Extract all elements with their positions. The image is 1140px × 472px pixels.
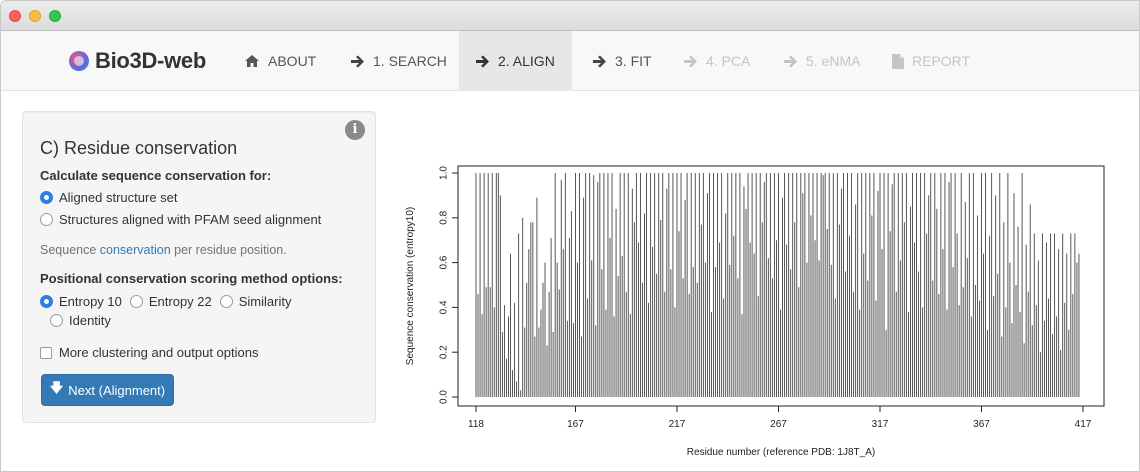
- method-option-entropy22[interactable]: Entropy 22: [129, 294, 212, 309]
- nav-enma: 5. eNMA: [767, 31, 876, 91]
- method-option-identity-label: Identity: [69, 313, 111, 328]
- conservation-plot: 118 167 217 267 317 367 417 0.0 0.2 0.4 0.6 0.8 1.0 R…: [396, 151, 1116, 461]
- more-options-checkbox[interactable]: [40, 346, 52, 359]
- y-tick-label: 0.8: [439, 210, 450, 224]
- more-options-label: More clustering and output options: [59, 345, 259, 360]
- info-icon[interactable]: i: [345, 120, 365, 140]
- nav-search[interactable]: 1. SEARCH: [334, 31, 463, 91]
- x-tick-label: 167: [567, 419, 584, 430]
- x-tick-label: 317: [872, 419, 889, 430]
- window-titlebar: [1, 1, 1139, 31]
- radio-unselected-icon[interactable]: [129, 295, 143, 308]
- brand[interactable]: Bio3D-web: [69, 31, 206, 91]
- more-options-checkbox-row[interactable]: More clustering and output options: [40, 345, 258, 360]
- x-tick-label: 118: [468, 419, 484, 430]
- help-text: Sequence conservation per residue positi…: [40, 243, 287, 257]
- nav-about-label: ABOUT: [268, 53, 317, 69]
- nav-fit[interactable]: 3. FIT: [576, 31, 668, 91]
- next-alignment-button-label: Next (Alignment): [68, 382, 166, 398]
- y-axis-label: Sequence conservation (entropy10): [405, 207, 416, 365]
- method-option-entropy22-label: Entropy 22: [148, 294, 212, 309]
- x-axis-label: Residue number (reference PDB: 1J8T_A): [687, 447, 875, 458]
- x-tick-label: 267: [770, 419, 787, 430]
- radio-unselected-icon[interactable]: [40, 213, 53, 226]
- nav-report-label: REPORT: [912, 53, 971, 69]
- method-label: Positional conservation scoring method o…: [40, 271, 343, 286]
- arrow-right-icon: [476, 55, 489, 67]
- plot-frame: [457, 165, 1105, 407]
- nav-pca: 4. PCA: [667, 31, 766, 91]
- help-text-prefix: Sequence: [40, 243, 100, 257]
- help-text-suffix: per residue position.: [170, 243, 287, 257]
- nav-align[interactable]: 2. ALIGN: [459, 31, 572, 91]
- radio-unselected-icon[interactable]: [50, 314, 63, 327]
- maximize-window-button[interactable]: [49, 10, 61, 22]
- nav-report: REPORT: [876, 31, 986, 91]
- y-tick-label: 0.4: [439, 300, 450, 314]
- home-icon: [245, 55, 259, 67]
- method-option-similarity[interactable]: Similarity: [219, 294, 292, 309]
- x-tick-label: 217: [669, 419, 686, 430]
- method-option-identity[interactable]: Identity: [50, 313, 111, 328]
- x-tick-label: 367: [973, 419, 990, 430]
- nav-pca-label: 4. PCA: [706, 53, 751, 69]
- nav-about[interactable]: ABOUT: [228, 31, 332, 91]
- radio-selected-icon[interactable]: [40, 191, 53, 204]
- calc-label: Calculate sequence conservation for:: [40, 168, 272, 183]
- bio3d-logo-icon: [69, 51, 89, 71]
- nav-enma-label: 5. eNMA: [806, 53, 861, 69]
- calc-option-aligned[interactable]: Aligned structure set: [40, 190, 178, 205]
- nav-fit-label: 3. FIT: [615, 53, 652, 69]
- minimize-window-button[interactable]: [29, 10, 41, 22]
- method-option-similarity-label: Similarity: [238, 294, 292, 309]
- nav-align-label: 2. ALIGN: [498, 53, 555, 69]
- radio-selected-icon[interactable]: [40, 295, 53, 308]
- x-tick-label: 417: [1075, 419, 1092, 430]
- residue-conservation-panel: i C) Residue conservation Calculate sequ…: [22, 111, 376, 423]
- conservation-link[interactable]: conservation: [99, 243, 171, 257]
- calc-option-aligned-label: Aligned structure set: [59, 190, 178, 205]
- y-tick-label: 0.6: [439, 255, 450, 269]
- method-options-row: Entropy 10 Entropy 22 Similarity: [40, 294, 299, 309]
- method-option-entropy10[interactable]: Entropy 10: [40, 294, 122, 309]
- arrow-right-icon: [593, 55, 606, 67]
- y-tick-label: 0.0: [439, 390, 450, 404]
- arrow-right-icon: [351, 55, 364, 67]
- file-icon: [892, 53, 904, 69]
- top-navbar: Bio3D-web ABOUT 1. SEARCH 2. ALIGN 3. FI…: [1, 31, 1139, 91]
- y-tick-label: 1.0: [439, 166, 450, 180]
- method-option-entropy10-label: Entropy 10: [59, 294, 122, 309]
- next-alignment-button[interactable]: 🡇 Next (Alignment): [41, 374, 174, 406]
- calc-option-pfam[interactable]: Structures aligned with PFAM seed alignm…: [40, 212, 321, 227]
- conservation-chart: 118 167 217 267 317 367 417 0.0 0.2 0.4 0.6 0.8 1.0 R…: [405, 165, 1105, 458]
- radio-unselected-icon[interactable]: [219, 295, 233, 308]
- calc-option-pfam-label: Structures aligned with PFAM seed alignm…: [59, 212, 322, 227]
- close-window-button[interactable]: [9, 10, 21, 22]
- brand-name: Bio3D-web: [95, 48, 206, 73]
- arrow-right-icon: [684, 55, 697, 67]
- nav-search-label: 1. SEARCH: [373, 53, 447, 69]
- arrow-right-icon: [784, 55, 797, 67]
- panel-title: C) Residue conservation: [40, 138, 238, 158]
- y-tick-label: 0.2: [439, 345, 450, 359]
- arrow-down-icon: 🡇: [49, 380, 64, 395]
